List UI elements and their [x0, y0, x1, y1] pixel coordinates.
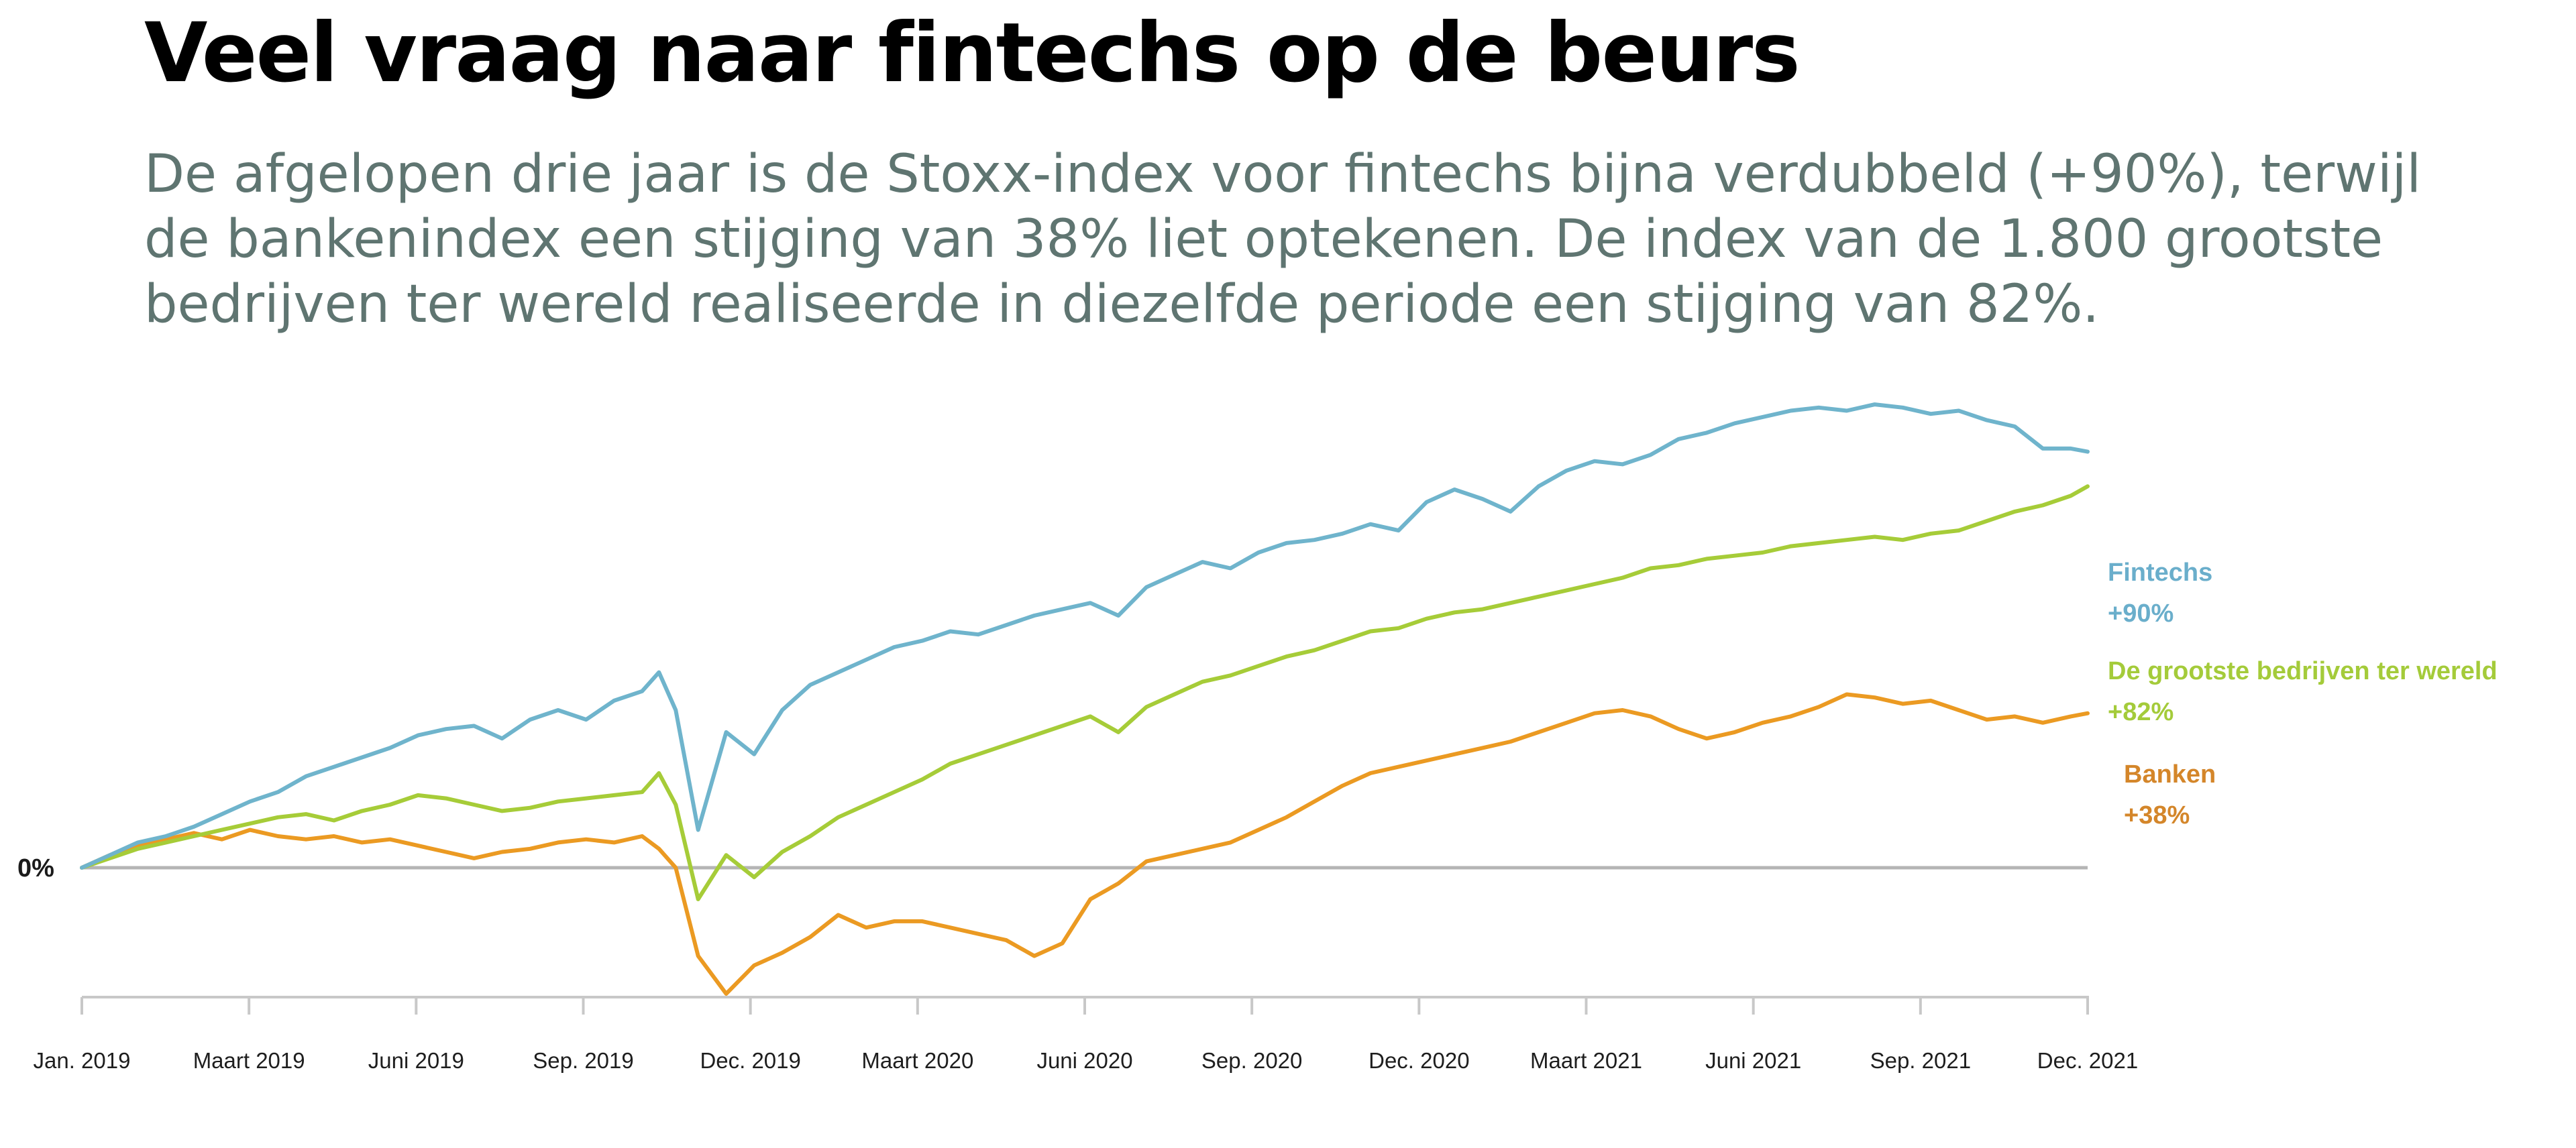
x-tick-label: Sep. 2020	[1201, 1048, 1302, 1073]
series-name-label: Fintechs	[2108, 559, 2212, 587]
subtitle-line: bedrijven ter wereld realiseerde in diez…	[144, 274, 2100, 335]
series-line	[80, 402, 2090, 870]
x-tick-label: Sep. 2019	[533, 1048, 633, 1073]
x-tick-label: Maart 2021	[1530, 1048, 1642, 1073]
x-tick-label: Maart 2019	[193, 1048, 305, 1073]
series-line	[80, 692, 2090, 996]
x-tick-label: Juni 2019	[368, 1048, 464, 1073]
series-end-value-label: +82%	[2108, 698, 2174, 726]
series-end-value-label: +38%	[2124, 801, 2190, 829]
page-title: Veel vraag naar fintechs op de beurs	[144, 5, 1801, 101]
zero-label: 0%	[17, 854, 54, 882]
x-tick-label: Dec. 2019	[700, 1048, 800, 1073]
x-tick-label: Maart 2020	[861, 1048, 973, 1073]
series-end-value-label: +90%	[2108, 599, 2174, 628]
subtitle: De afgelopen drie jaar is de Stoxx-index…	[144, 142, 2532, 337]
x-tick-label: Dec. 2020	[1368, 1048, 1469, 1073]
x-tick-label: Jan. 2019	[34, 1048, 131, 1073]
series-name-label: Banken	[2124, 760, 2216, 789]
x-tick-label: Sep. 2021	[1870, 1048, 1971, 1073]
subtitle-line: de bankenindex een stijging van 38% liet…	[144, 209, 2383, 270]
series-name-label: De grootste bedrijven ter wereld	[2108, 657, 2498, 685]
series-line	[80, 484, 2090, 901]
x-tick-label: Dec. 2021	[2037, 1048, 2138, 1073]
x-tick-label: Juni 2021	[1705, 1048, 1801, 1073]
x-tick-label: Juni 2020	[1036, 1048, 1132, 1073]
subtitle-line: De afgelopen drie jaar is de Stoxx-index…	[144, 144, 2421, 205]
